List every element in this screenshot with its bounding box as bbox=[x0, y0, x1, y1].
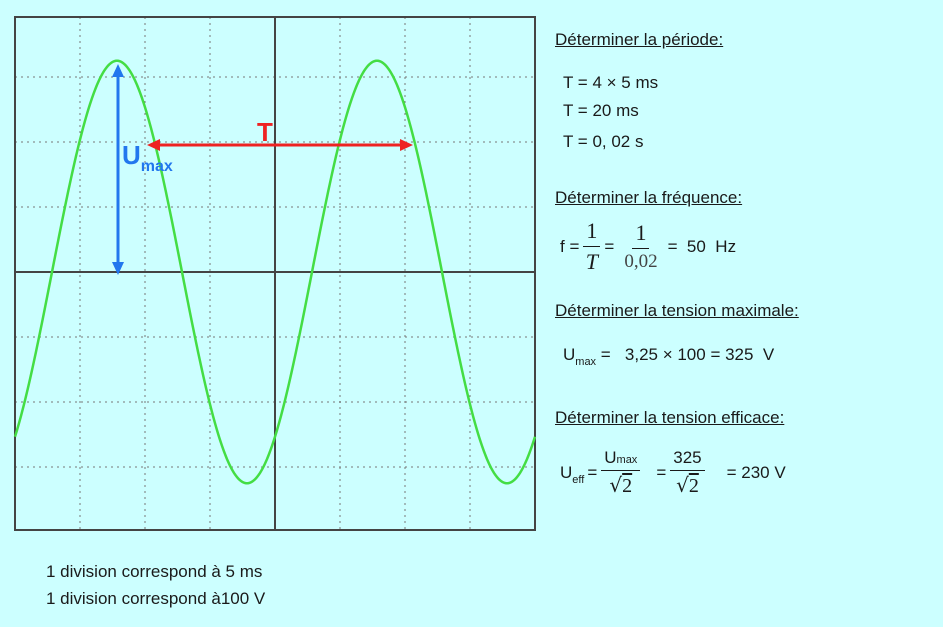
tension-max-lhs-main: U bbox=[563, 345, 576, 364]
frequence-frac2-num: 1 bbox=[632, 220, 650, 249]
tension-max-formula: Umax = 3,25 × 100 = 325 V bbox=[563, 345, 775, 368]
tension-max-lhs-sub: max bbox=[575, 356, 597, 368]
frequence-fraction-2: 1 0,02 bbox=[624, 220, 657, 273]
screen-frame bbox=[14, 16, 536, 531]
time-division-note: 1 division correspond à 5 ms bbox=[46, 562, 263, 581]
tension-eff-lhs: Ueff bbox=[560, 463, 585, 486]
frequence-heading: Déterminer la fréquence: bbox=[555, 188, 743, 207]
tension-eff-heading: Déterminer la tension efficace: bbox=[555, 408, 785, 427]
sine-wave bbox=[13, 59, 537, 485]
period-arrow bbox=[147, 139, 413, 151]
tension-eff-formula: Ueff = Umax √2 = 325 √2 = 230 V bbox=[560, 448, 786, 498]
oscilloscope-screen: Umax T bbox=[13, 16, 537, 531]
frequence-lhs: f = bbox=[560, 236, 580, 256]
frequence-eq: = bbox=[604, 236, 615, 256]
tension-eff-frac1-num: Umax bbox=[601, 448, 641, 471]
frequence-fraction-1: 1 T bbox=[583, 218, 601, 275]
frequence-frac1-den: T bbox=[585, 249, 598, 274]
periode-heading: Déterminer la période: bbox=[555, 30, 724, 49]
voltage-division-note: 1 division correspond à100 V bbox=[46, 589, 266, 608]
periode-line-3: T = 0, 02 s bbox=[563, 132, 644, 151]
frequence-result: = 50 Hz bbox=[667, 236, 737, 256]
periode-line-2: T = 20 ms bbox=[563, 101, 639, 120]
umax-arrow bbox=[112, 64, 124, 275]
tension-eff-eq: = bbox=[587, 463, 598, 482]
tension-max-rhs: = 3,25 × 100 = 325 V bbox=[600, 345, 775, 364]
frequence-frac2-den: 0,02 bbox=[624, 251, 658, 272]
tension-eff-fraction-1: Umax √2 bbox=[601, 448, 641, 498]
tension-eff-result: = 230 V bbox=[726, 463, 786, 482]
tension-eff-fraction-2: 325 √2 bbox=[670, 448, 705, 498]
tension-eff-eq2: = bbox=[656, 463, 667, 482]
notes: 1 division correspond à 5 ms 1 division … bbox=[46, 558, 265, 612]
tension-eff-frac1-den: √2 bbox=[609, 473, 633, 497]
tension-eff-frac2-den: √2 bbox=[676, 473, 699, 497]
tension-max-heading: Déterminer la tension maximale: bbox=[555, 301, 799, 320]
frequence-formula: f = 1 T = 1 0,02 = 50 Hz bbox=[560, 218, 736, 275]
umax-label: Umax bbox=[122, 140, 173, 175]
period-label: T bbox=[257, 117, 273, 147]
periode-line-1: T = 4 × 5 ms bbox=[563, 73, 659, 92]
frequence-frac1-num: 1 bbox=[583, 218, 601, 247]
tension-eff-frac2-num: 325 bbox=[670, 448, 705, 471]
